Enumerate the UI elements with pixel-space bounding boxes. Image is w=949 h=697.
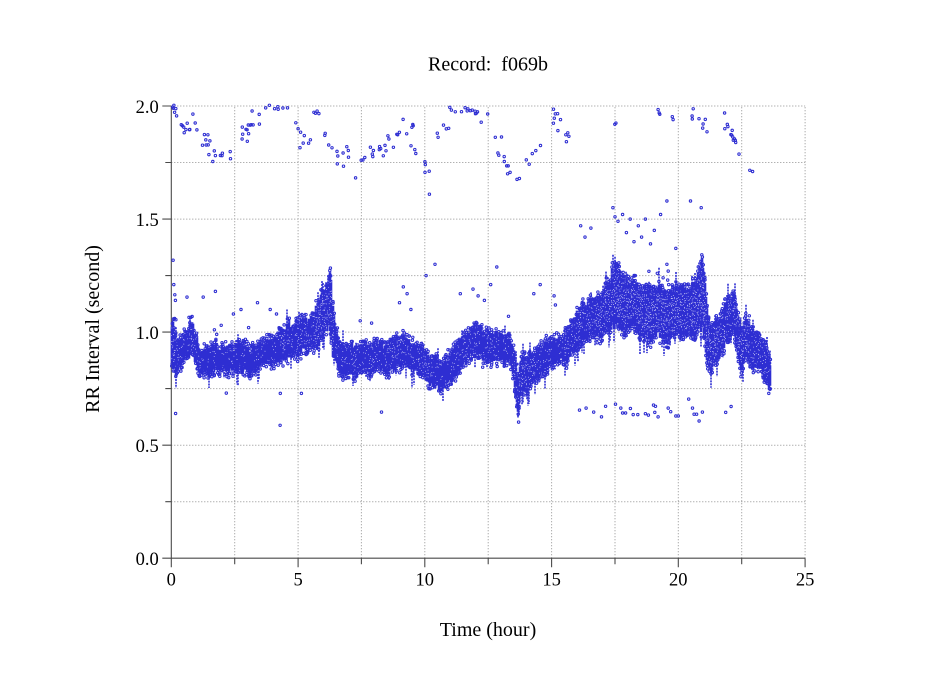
svg-text:0: 0 <box>167 571 176 591</box>
svg-text:0.0: 0.0 <box>136 550 159 570</box>
svg-text:10: 10 <box>416 571 435 591</box>
svg-text:20: 20 <box>669 571 688 591</box>
svg-text:15: 15 <box>542 571 561 591</box>
svg-text:5: 5 <box>293 571 302 591</box>
svg-text:25: 25 <box>796 571 815 591</box>
svg-text:Record: f069b: Record: f069b <box>428 54 548 76</box>
svg-text:RR Interval (second): RR Interval (second) <box>82 245 104 413</box>
svg-text:1.5: 1.5 <box>136 211 159 231</box>
svg-text:0.5: 0.5 <box>136 437 159 457</box>
svg-text:1.0: 1.0 <box>136 324 159 344</box>
svg-text:2.0: 2.0 <box>136 98 159 118</box>
svg-text:Time (hour): Time (hour) <box>440 619 536 641</box>
